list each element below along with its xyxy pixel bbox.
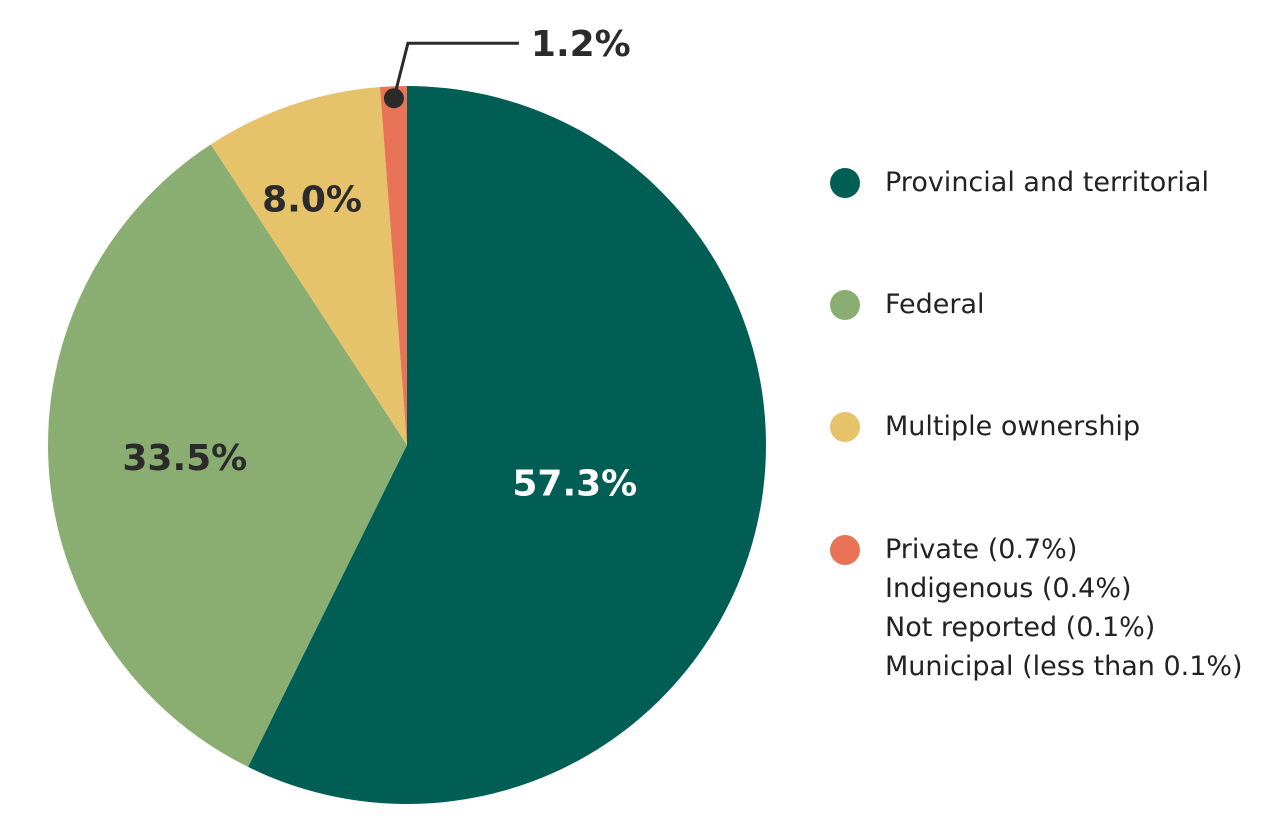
slice-label-other: 1.2% (531, 24, 631, 65)
legend-label-provincial-territorial: Provincial and territorial (885, 167, 1209, 198)
pie-slice-other (379, 86, 407, 445)
legend-label-federal: Federal (885, 289, 985, 320)
legend-label-multiple-ownership: Multiple ownership (885, 411, 1141, 442)
legend-item-provincial-territorial: Provincial and territorial (830, 165, 1209, 202)
legend-item-multiple-ownership: Multiple ownership (830, 409, 1140, 446)
legend-swatch-provincial-territorial (830, 168, 860, 198)
legend-item-federal: Federal (830, 287, 985, 324)
slice-label-federal: 33.5% (122, 438, 247, 479)
legend-label-municipal: Municipal (less than 0.1%) (885, 651, 1243, 682)
pie-slice-multiple-ownership (210, 87, 407, 445)
slice-labels: 57.3% 33.5% 8.0% (122, 180, 637, 505)
legend-swatch-federal (830, 290, 860, 320)
pie-slice-federal (48, 144, 407, 767)
callout: 1.2% (383, 24, 631, 109)
slice-label-multiple-ownership: 8.0% (262, 180, 362, 221)
pie-slices (48, 86, 767, 804)
legend: Provincial and territorial Federal Multi… (830, 0, 1270, 836)
slice-label-provincial-territorial: 57.3% (512, 464, 637, 505)
callout-leader-line (392, 41, 519, 99)
legend-label-not-reported: Not reported (0.1%) (885, 612, 1156, 643)
legend-label-indigenous: Indigenous (0.4%) (885, 573, 1132, 604)
legend-item-other: Private (0.7%) Indigenous (0.4%) Not rep… (830, 532, 1243, 686)
legend-swatch-other (830, 535, 860, 565)
pie-slice-provincial-territorial (248, 86, 767, 804)
legend-swatch-multiple-ownership (830, 412, 860, 442)
legend-label-private: Private (0.7%) (885, 534, 1078, 565)
